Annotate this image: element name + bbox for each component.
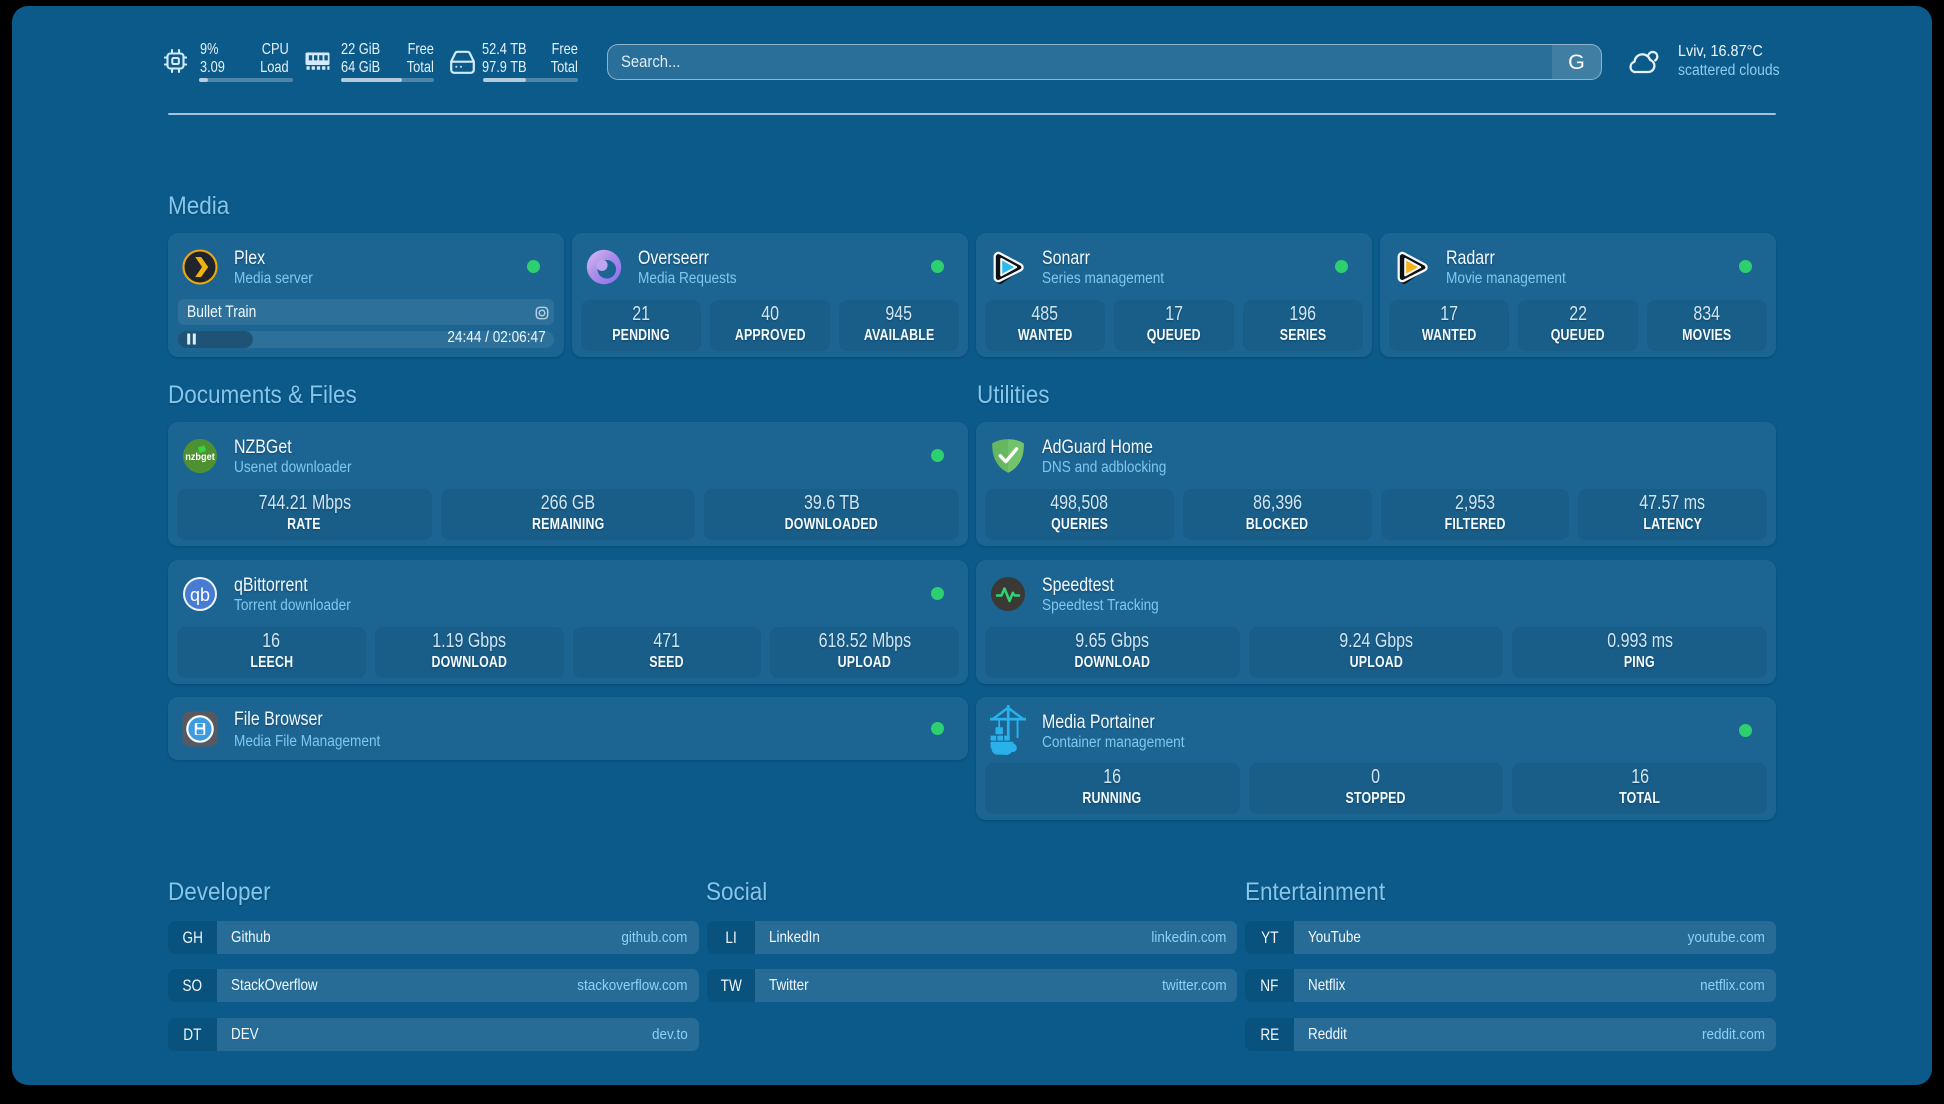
svg-text:qb: qb — [190, 585, 210, 605]
svg-text:nzbget: nzbget — [185, 452, 215, 463]
